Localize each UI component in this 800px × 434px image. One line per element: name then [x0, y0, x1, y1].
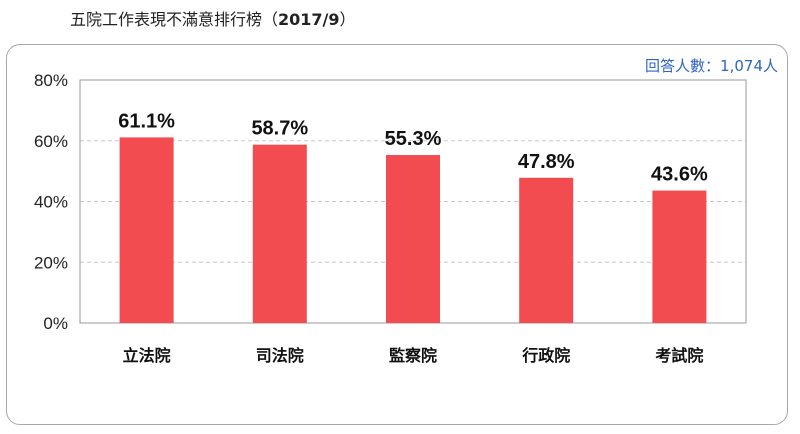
data-label: 43.6%	[651, 164, 708, 186]
data-label: 61.1%	[118, 110, 175, 132]
x-tick-label: 考試院	[655, 346, 703, 365]
chart-title-date: 2017/9	[278, 10, 340, 29]
chart-title-close: ）	[339, 10, 356, 29]
x-tick-label: 行政院	[521, 346, 570, 365]
data-label: 58.7%	[251, 118, 308, 140]
x-tick-label: 立法院	[123, 346, 171, 365]
y-tick-label: 80%	[34, 71, 68, 90]
bar	[519, 177, 574, 323]
chart-title-main: 五院工作表現不滿意排行榜（	[70, 10, 279, 29]
respondent-count: 回答人數：1,074人	[645, 57, 778, 75]
chart-title: 五院工作表現不滿意排行榜（2017/9）	[70, 6, 356, 30]
x-tick-label: 司法院	[256, 346, 304, 365]
y-tick-label: 60%	[34, 132, 68, 151]
bar	[119, 137, 174, 323]
y-tick-label: 40%	[34, 193, 68, 212]
y-tick-label: 20%	[34, 253, 68, 272]
y-tick-label: 0%	[43, 314, 68, 333]
bar	[386, 155, 440, 323]
data-label: 47.8%	[518, 151, 575, 173]
bar	[252, 144, 307, 323]
data-label: 55.3%	[385, 128, 442, 150]
bar	[652, 190, 707, 323]
x-tick-label: 監察院	[389, 346, 437, 365]
